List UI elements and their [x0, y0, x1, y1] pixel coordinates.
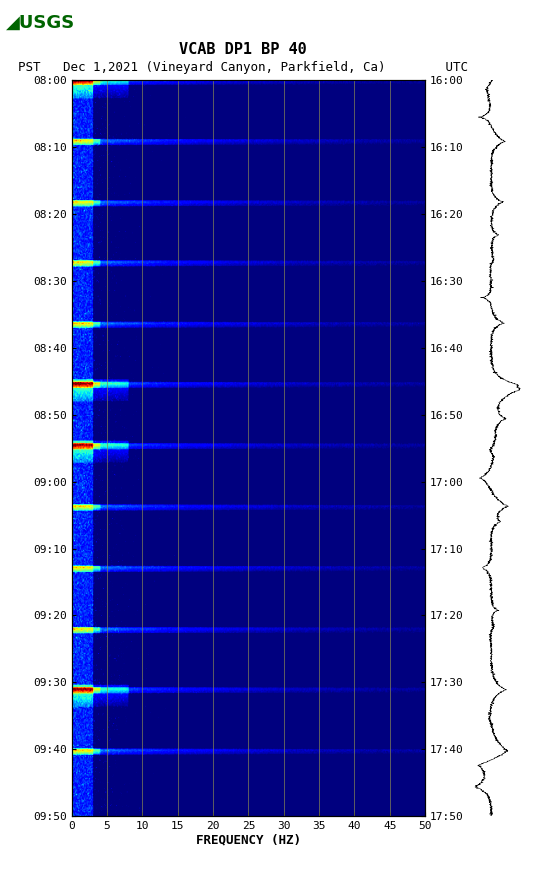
- Text: ◢USGS: ◢USGS: [6, 13, 75, 31]
- Text: PST   Dec 1,2021 (Vineyard Canyon, Parkfield, Ca)        UTC: PST Dec 1,2021 (Vineyard Canyon, Parkfie…: [18, 62, 468, 74]
- X-axis label: FREQUENCY (HZ): FREQUENCY (HZ): [196, 834, 301, 847]
- Text: VCAB DP1 BP 40: VCAB DP1 BP 40: [179, 42, 307, 56]
